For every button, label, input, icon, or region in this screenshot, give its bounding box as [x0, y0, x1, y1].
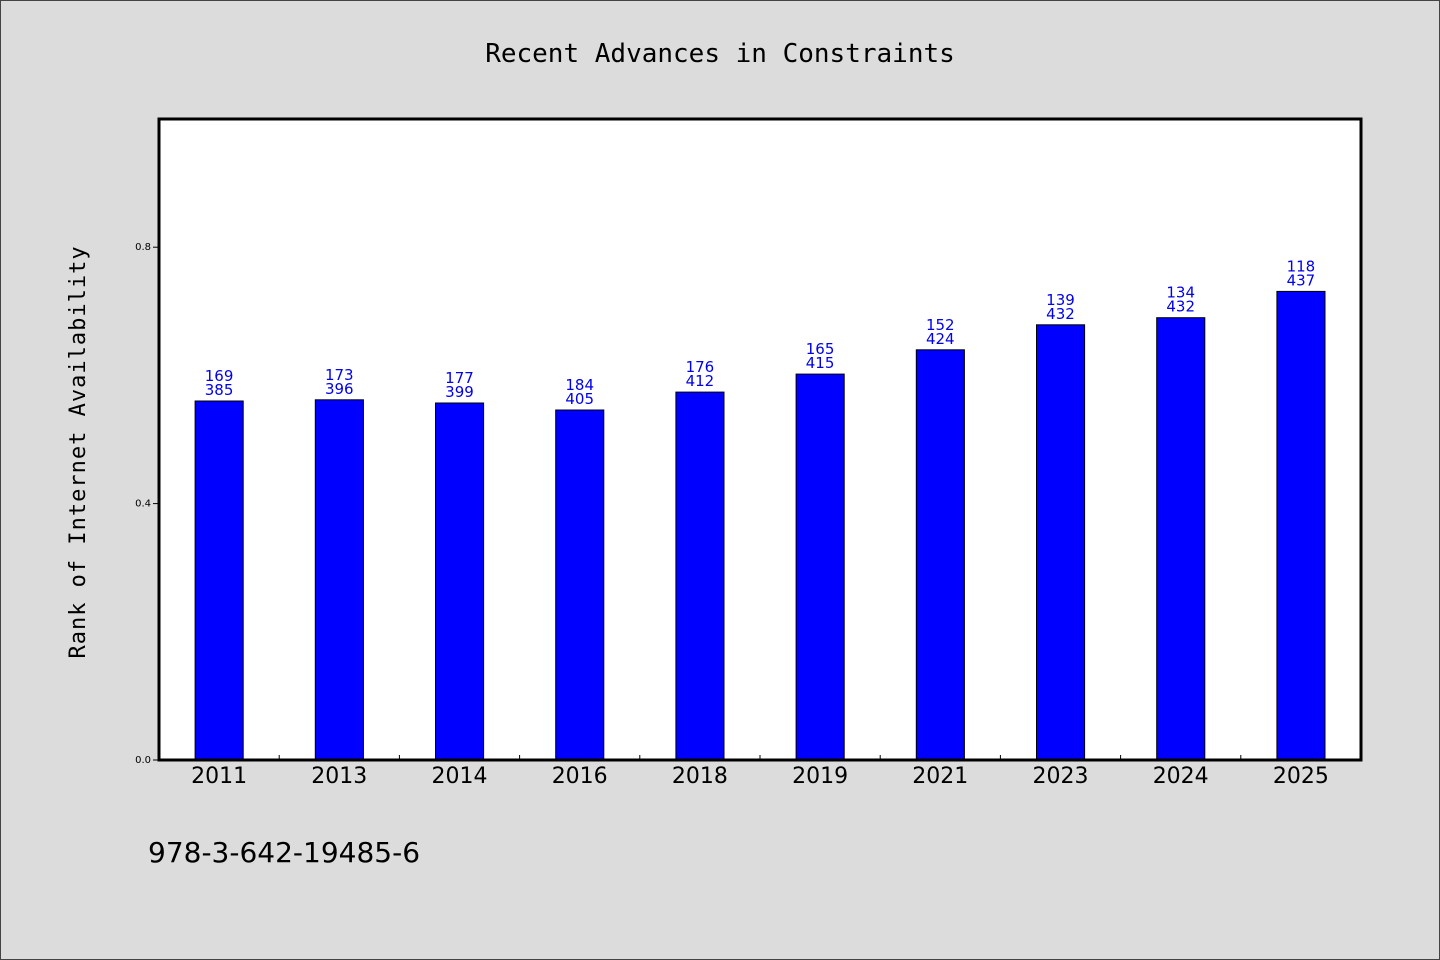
x-axis: 2011 2013 2014 2016 2018 2019 2021 2023 2024 2025 — [191, 755, 1329, 789]
bars-layer — [194, 290, 1326, 761]
bar-2018 — [675, 391, 725, 761]
data-label-bottom-2024: 432 — [1166, 298, 1195, 316]
data-label-bottom-2018: 412 — [686, 372, 715, 390]
x-tick-label-2016: 2016 — [552, 764, 608, 789]
bar-2019 — [795, 373, 845, 761]
data-label-top-2021: 152 — [926, 316, 955, 334]
data-label-top-2016: 184 — [565, 376, 594, 394]
bar-2016 — [555, 409, 605, 761]
data-label-bottom-2013: 396 — [325, 380, 354, 398]
data-label-bottom-2023: 432 — [1046, 305, 1075, 323]
x-tick-label-2013: 2013 — [311, 764, 367, 789]
data-label-bottom-2019: 415 — [806, 354, 835, 372]
y-tick-label-0.4: 0.4 — [135, 499, 151, 510]
data-label-bottom-2016: 405 — [565, 390, 594, 408]
x-tick-label-2021: 2021 — [912, 764, 968, 789]
x-tick-label-2019: 2019 — [792, 764, 848, 789]
bar-2021 — [915, 349, 965, 761]
data-label-bottom-2025: 437 — [1287, 271, 1316, 289]
data-label-top-2025: 118 — [1287, 257, 1316, 275]
bar-2024 — [1156, 317, 1206, 761]
x-tick-label-2014: 2014 — [432, 764, 488, 789]
data-label-top-2014: 177 — [445, 369, 474, 387]
data-label-top-2023: 139 — [1046, 291, 1075, 309]
plot-border — [157, 117, 1363, 762]
y-tick-label-0.0: 0.0 — [135, 755, 151, 766]
data-label-top-2019: 165 — [806, 340, 835, 358]
bar-2023 — [1036, 324, 1086, 761]
chart-title: Recent Advances in Constraints — [485, 39, 955, 69]
bar-2011 — [194, 400, 244, 761]
bar-2025 — [1276, 290, 1326, 761]
x-tick-label-2024: 2024 — [1153, 764, 1209, 789]
data-label-bottom-2011: 385 — [205, 381, 234, 399]
data-label-top-2018: 176 — [686, 358, 715, 376]
bar-2013 — [314, 399, 364, 761]
isbn-footer: 978-3-642-19485-6 — [148, 836, 420, 869]
x-tick-label-2023: 2023 — [1033, 764, 1089, 789]
bar-2014 — [435, 402, 485, 761]
y-tick-label-0.8: 0.8 — [135, 242, 151, 253]
x-tick-label-2025: 2025 — [1273, 764, 1329, 789]
y-axis: 0.0 0.4 0.8 — [135, 242, 159, 766]
data-label-bottom-2021: 424 — [926, 330, 955, 348]
data-label-top-2011: 169 — [205, 367, 234, 385]
x-tick-label-2018: 2018 — [672, 764, 728, 789]
data-label-top-2024: 134 — [1166, 284, 1195, 302]
y-axis-label: Rank of Internet Availability — [66, 245, 91, 658]
x-tick-label-2011: 2011 — [191, 764, 247, 789]
data-label-top-2013: 173 — [325, 366, 354, 384]
data-label-bottom-2014: 399 — [445, 383, 474, 401]
